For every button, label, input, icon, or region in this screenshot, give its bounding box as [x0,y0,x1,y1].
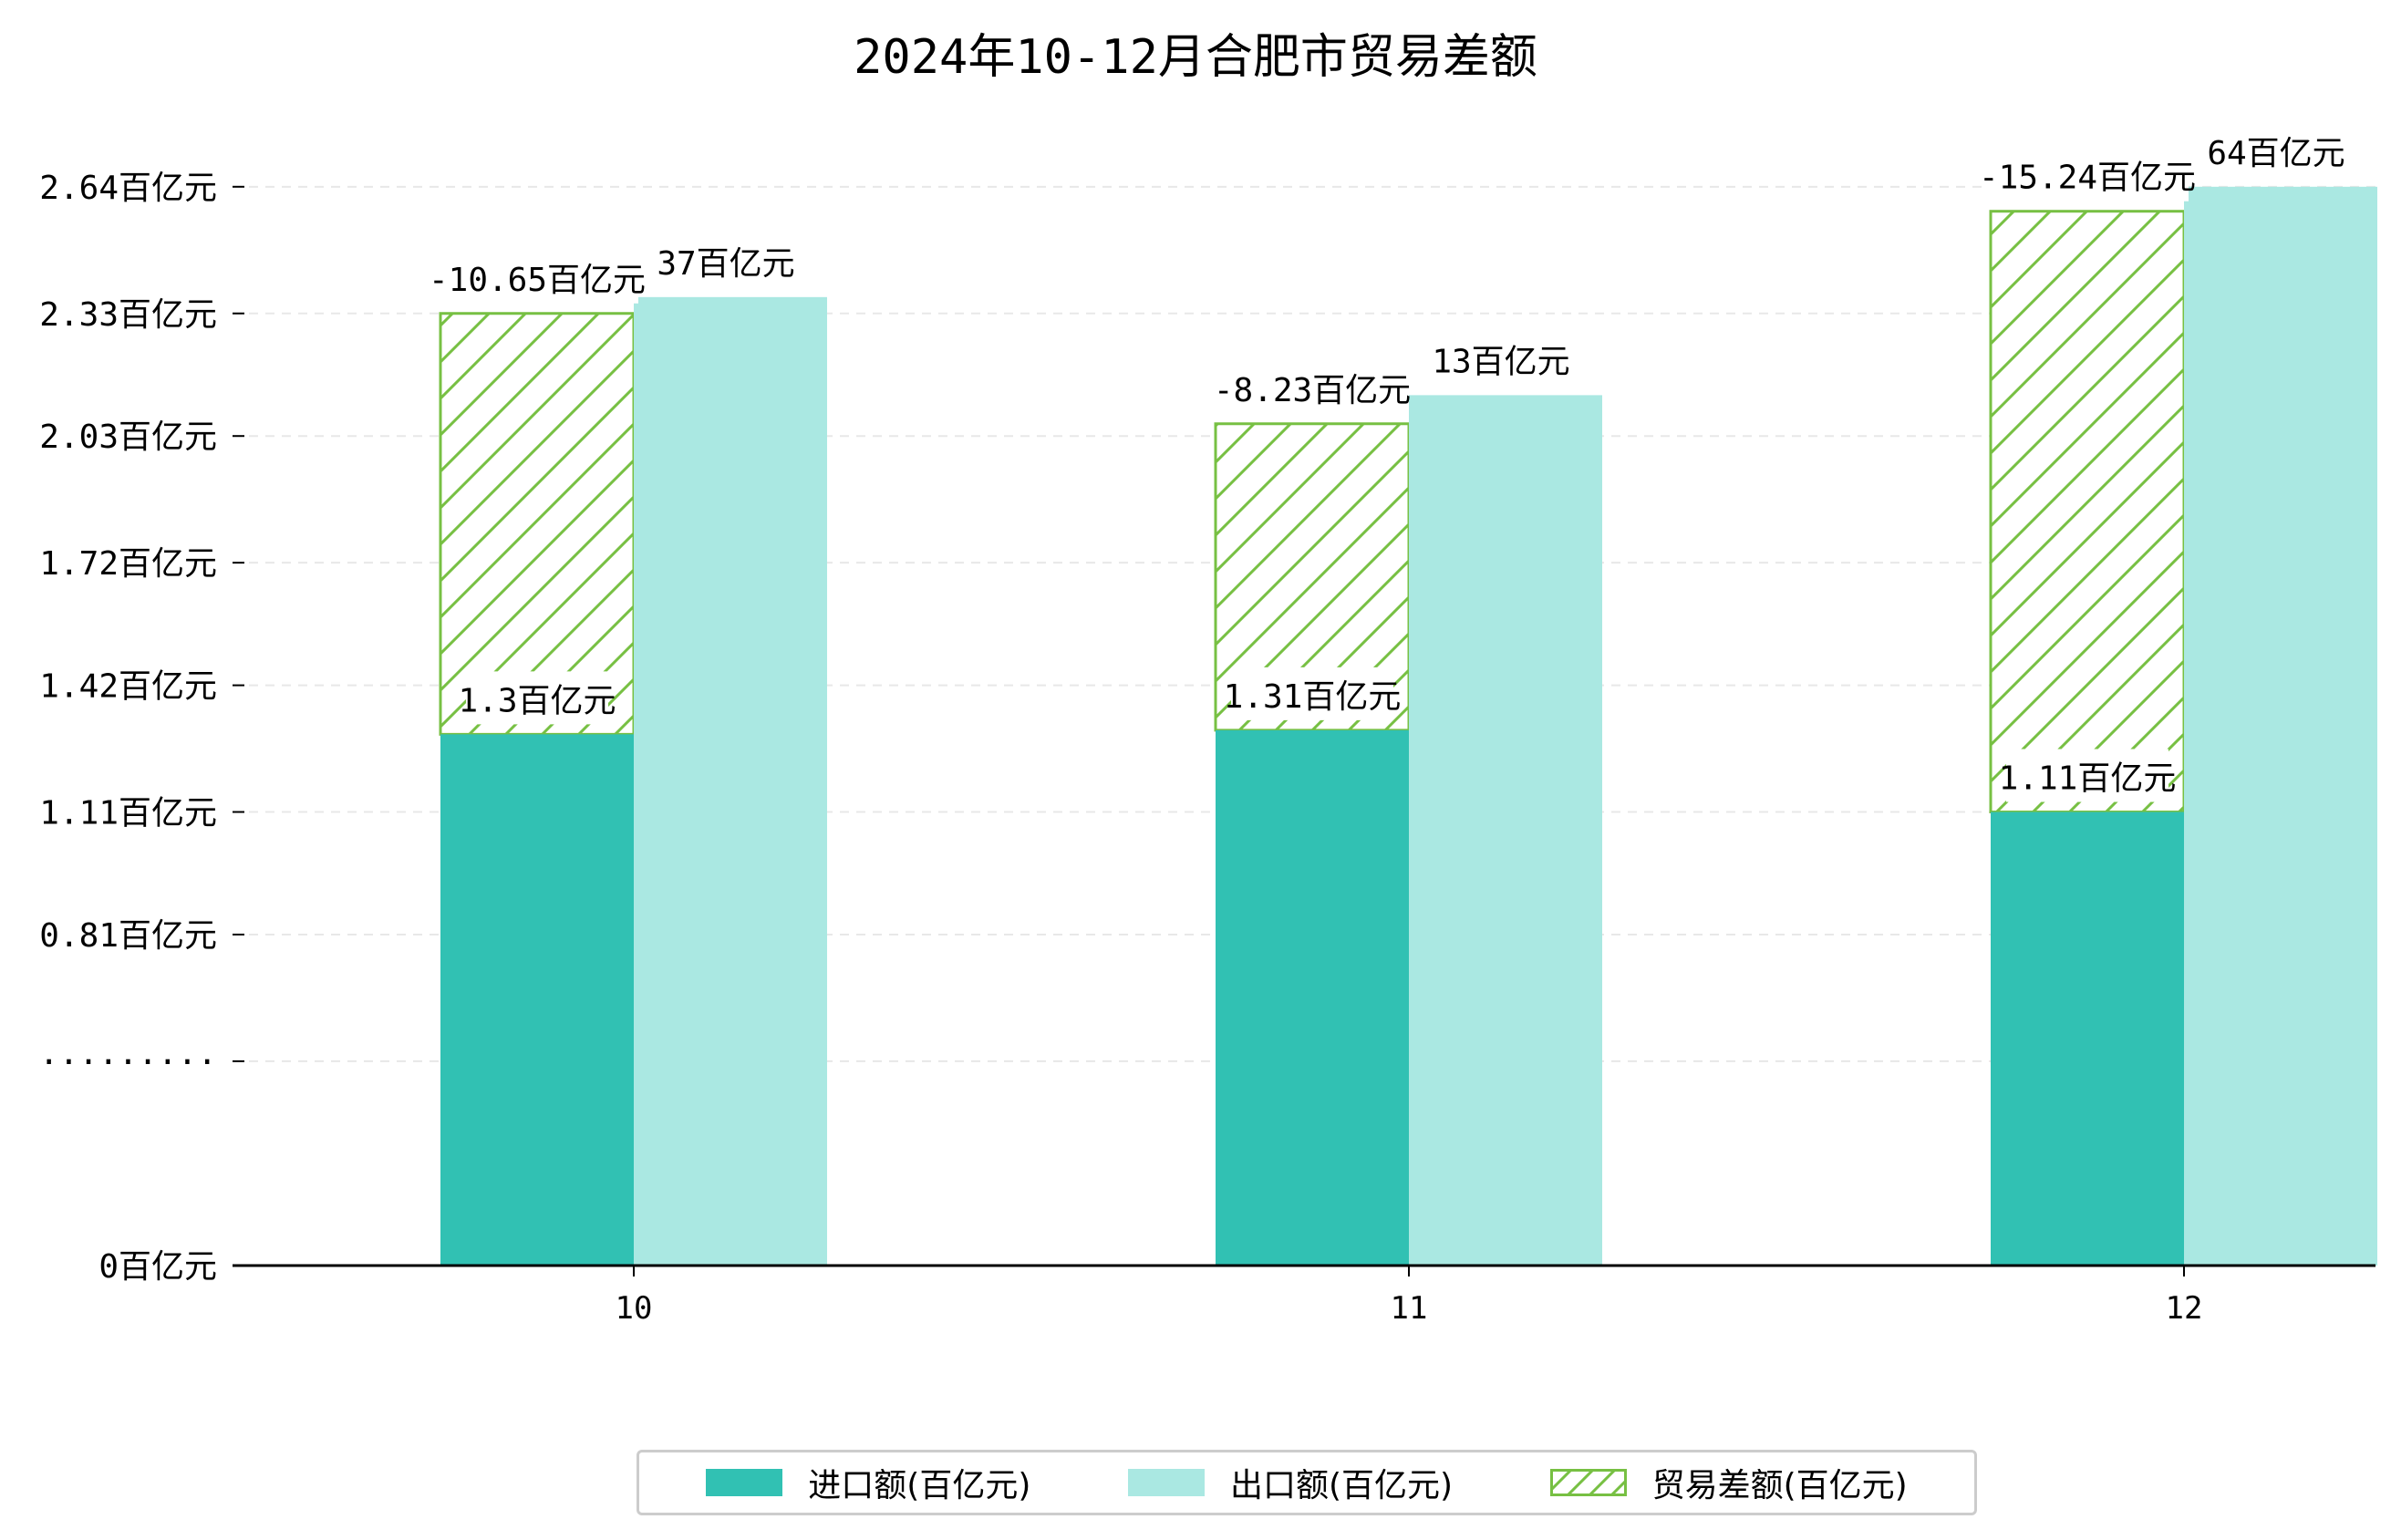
y-tick-label: 1.11百亿元 [39,795,217,832]
bar-balance [439,312,636,736]
y-tick-label: ········· [39,1044,217,1081]
x-tick-label: 12 [2166,1290,2203,1327]
data-label-export-bg [665,233,787,287]
bar-export [1409,395,1602,1266]
y-tick-label: 2.64百亿元 [39,170,217,207]
legend-label-export: 出口额(百亿元) [1229,1467,1454,1504]
y-tick-label: 2.03百亿元 [39,419,217,456]
bar-import [1991,811,2184,1266]
legend-swatch-balance [1549,1469,1627,1496]
legend-item-balance: 贸易差额(百亿元) [1549,1459,1908,1506]
bar-import [1216,729,1409,1266]
data-label-export-bg [2215,123,2337,177]
data-label-export: 13百亿元 [1432,343,1569,380]
data-label-balance: -10.65百亿元 [429,262,646,299]
data-label-export: 64百亿元 [2207,135,2344,172]
data-label-import: 1.11百亿元 [1999,760,2177,798]
data-label-import-bg [2006,749,2168,802]
bar-balance [1989,210,2186,814]
y-tick-label: 1.72百亿元 [39,545,217,583]
data-label-export: 37百亿元 [657,245,794,283]
y-tick-label: 0.81百亿元 [39,917,217,955]
legend-item-export: 出口额(百亿元) [1127,1459,1454,1506]
data-label-balance: -15.24百亿元 [1979,160,2196,197]
data-label-import-bg [466,671,608,725]
data-label-import-bg [1231,667,1393,720]
legend: 进口额(百亿元) 出口额(百亿元) 贸易差额(百亿元) [637,1450,1977,1515]
x-tick-label: 11 [1391,1290,1428,1327]
legend-item-import: 进口额(百亿元) [706,1459,1030,1506]
data-label-balance: -8.23百亿元 [1214,372,1411,409]
data-label-balance-bg [1986,148,2189,202]
bar-export [634,296,827,1266]
y-tick-label: 0百亿元 [98,1248,217,1286]
data-label-balance-bg [1221,360,1403,414]
data-label-export-bg [1440,332,1562,386]
data-label-balance-bg [436,250,638,304]
y-tick-label: 2.33百亿元 [39,296,217,334]
legend-swatch-import [706,1469,783,1496]
data-label-import: 1.3百亿元 [458,682,616,719]
bar-import [440,734,634,1266]
chart-title: 2024年10-12月合肥市贸易差额 [854,30,1537,85]
legend-swatch-export [1127,1469,1205,1496]
legend-label-balance: 贸易差额(百亿元) [1651,1467,1908,1504]
data-label-import: 1.31百亿元 [1224,678,1402,716]
x-tick-label: 10 [616,1290,653,1327]
y-tick-label: 1.42百亿元 [39,668,217,706]
bar-export [2184,186,2377,1266]
legend-label-import: 进口额(百亿元) [808,1467,1031,1504]
